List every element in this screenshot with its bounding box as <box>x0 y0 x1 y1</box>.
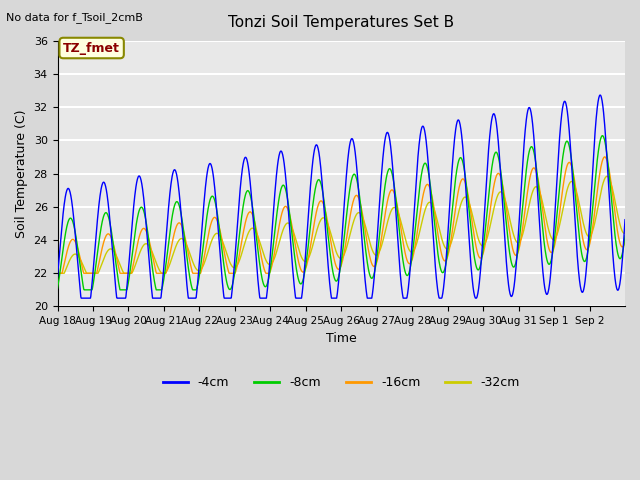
Y-axis label: Soil Temperature (C): Soil Temperature (C) <box>15 109 28 238</box>
X-axis label: Time: Time <box>326 332 356 345</box>
Text: TZ_fmet: TZ_fmet <box>63 41 120 55</box>
Title: Tonzi Soil Temperatures Set B: Tonzi Soil Temperatures Set B <box>228 15 454 30</box>
Text: No data for f_Tsoil_2cmB: No data for f_Tsoil_2cmB <box>6 12 143 23</box>
Legend: -4cm, -8cm, -16cm, -32cm: -4cm, -8cm, -16cm, -32cm <box>158 371 525 394</box>
